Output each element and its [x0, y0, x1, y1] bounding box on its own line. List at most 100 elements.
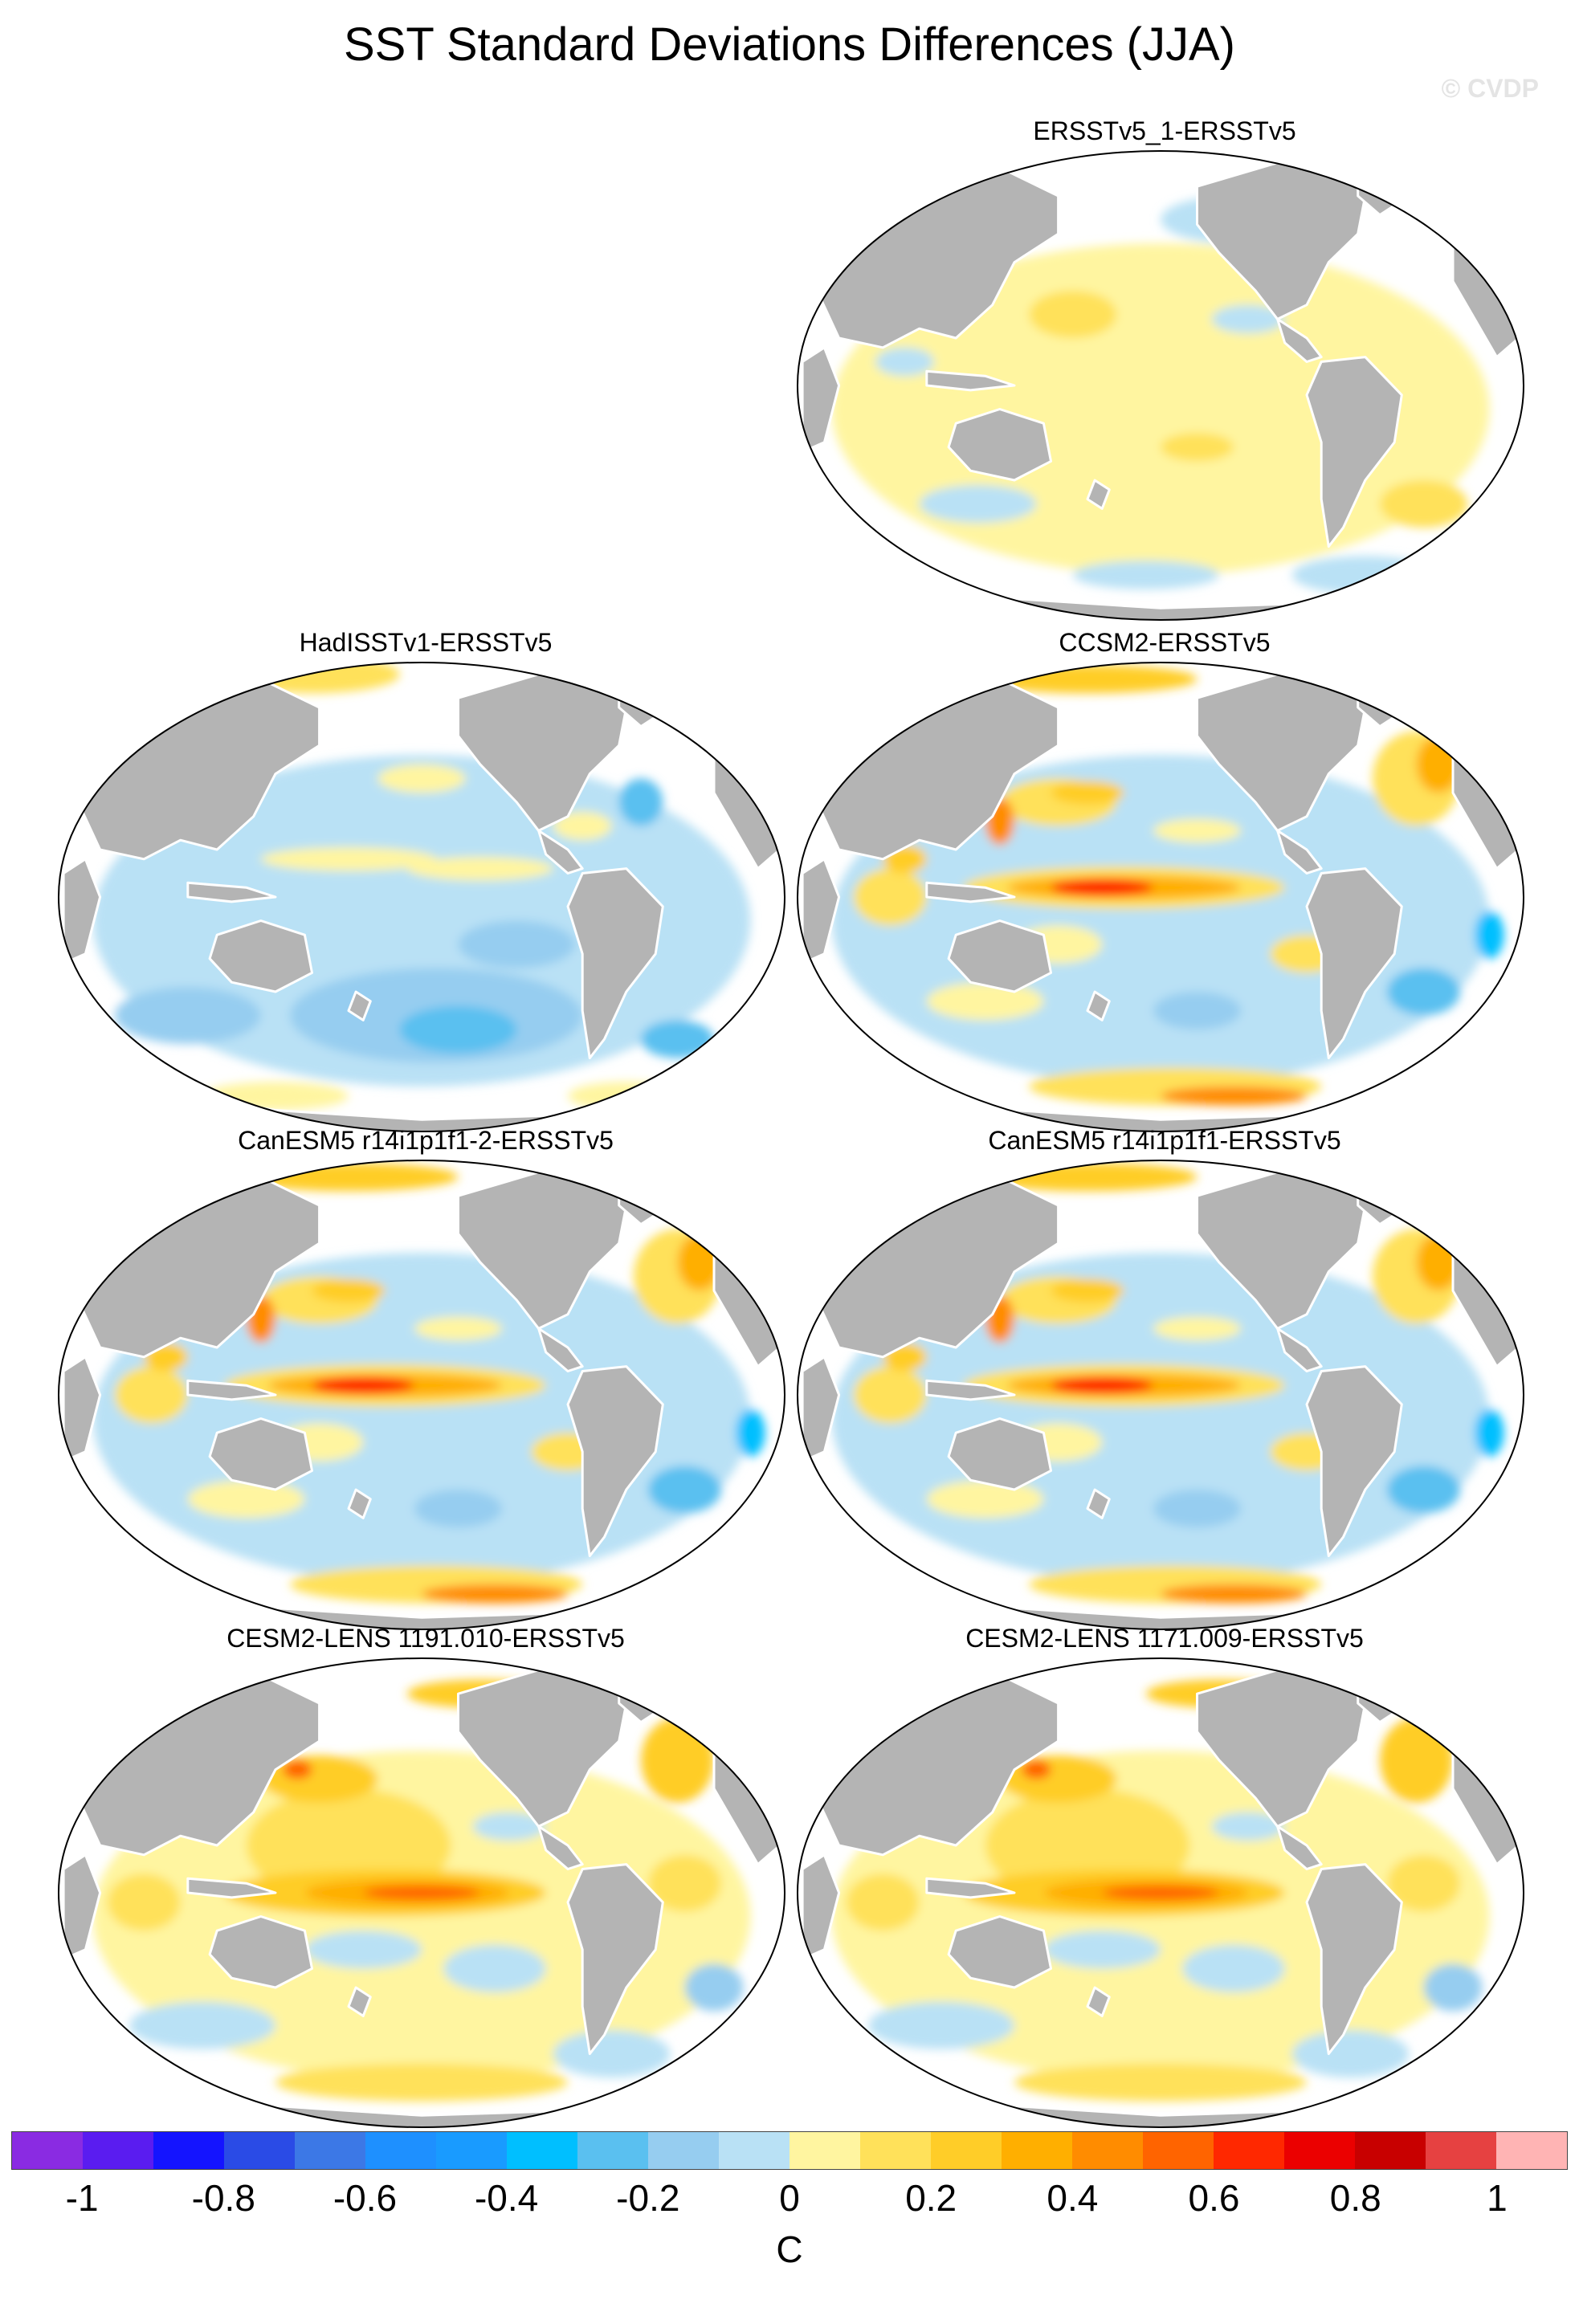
sst-anomaly-region: [1161, 1087, 1307, 1106]
continent-shape: [712, 1204, 781, 1368]
sst-anomaly-region: [1211, 1812, 1285, 1841]
sst-anomaly-region: [304, 1931, 422, 1969]
continent-shape: [1276, 829, 1323, 875]
continent-shape: [1305, 356, 1403, 548]
continent-shape: [712, 1702, 781, 1866]
sst-anomaly-region: [114, 1366, 188, 1424]
colorbar-tick-label: 0.4: [1047, 2177, 1099, 2219]
map-border: [58, 1160, 785, 1630]
continent-shape: [947, 1915, 1052, 1989]
continent-shape: [1305, 1863, 1403, 2056]
colorbar-swatch: [648, 2132, 719, 2169]
map-border: [58, 1657, 785, 2128]
continent-shape: [537, 1327, 584, 1372]
continent-shape: [618, 1166, 671, 1226]
sst-anomaly-region: [443, 1944, 546, 1992]
colorbar-swatch: [153, 2132, 224, 2169]
colorbar-swatch: [507, 2132, 577, 2169]
sst-anomaly-region: [1161, 1584, 1307, 1604]
map-border: [797, 1160, 1524, 1630]
sst-anomaly-region: [1423, 1963, 1483, 2012]
colorbar-tick-label: -0.6: [333, 2177, 398, 2219]
continent-shape: [947, 1417, 1052, 1491]
sst-anomaly-region: [641, 1020, 714, 1058]
continent-shape: [186, 1877, 277, 1899]
sst-anomaly-region: [926, 982, 1044, 1021]
colorbar-swatch: [1426, 2132, 1496, 2169]
continent-shape: [208, 919, 313, 993]
sst-anomaly-region: [377, 764, 466, 793]
panel-title: HadISSTv1-ERSSTv5: [299, 628, 553, 657]
sst-anomaly-region: [187, 1480, 305, 1519]
continent-shape: [1451, 1204, 1520, 1368]
world-map: [797, 1657, 1524, 2128]
sst-anomaly-region: [1153, 818, 1242, 843]
map-panel: ERSSTv5_1-ERSSTv5: [795, 116, 1534, 630]
colorbar-tick-label: -0.8: [191, 2177, 255, 2219]
colorbar-tick-label: 0.2: [905, 2177, 957, 2219]
colorbar-tick-label: -1: [65, 2177, 99, 2219]
continent-shape: [947, 408, 1052, 482]
map-border: [797, 662, 1524, 1132]
colorbar-tick-label: 0: [779, 2177, 800, 2219]
sst-anomaly-region: [312, 1376, 414, 1394]
continent-shape: [1086, 1986, 1111, 2017]
sst-anomaly-region: [422, 1584, 568, 1604]
continent-shape: [62, 858, 102, 965]
colorbar-swatch: [365, 2132, 436, 2169]
sst-anomaly-region: [414, 1316, 503, 1341]
continent-shape: [566, 867, 664, 1060]
continent-shape: [712, 706, 781, 870]
sst-anomaly-region: [1072, 561, 1219, 589]
colorbar-tick-label: 1: [1487, 2177, 1508, 2219]
colorbar-swatch: [719, 2132, 790, 2169]
continent-shape: [1305, 1365, 1403, 1558]
sst-anomaly-region: [736, 1409, 765, 1457]
colorbar-swatch: [790, 2132, 860, 2169]
sst-anomaly-region: [1051, 1278, 1124, 1303]
sst-anomaly-region: [1051, 879, 1153, 896]
panel-title: CESM2-LENS 1191.010-ERSSTv5: [226, 1624, 625, 1653]
sst-anomaly-region: [1387, 1466, 1461, 1514]
continent-shape: [186, 881, 277, 903]
sst-anomaly-region: [1211, 304, 1285, 334]
colorbar-swatch: [1355, 2132, 1426, 2169]
panel-title: CCSM2-ERSSTv5: [1059, 628, 1271, 657]
world-map: [58, 1657, 785, 2128]
world-map: [58, 1160, 785, 1630]
panel-title: CanESM5 r14i1p1f1-ERSSTv5: [988, 1126, 1341, 1155]
colorbar-swatch: [1143, 2132, 1214, 2169]
colorbar-swatch: [1214, 2132, 1284, 2169]
continent-shape: [347, 990, 372, 1021]
continent-shape: [618, 668, 671, 728]
world-map: [797, 662, 1524, 1132]
continent-shape: [62, 1356, 102, 1463]
sst-anomaly-region: [406, 856, 553, 881]
colorbar: [11, 2131, 1568, 2170]
continent-shape: [186, 1379, 277, 1401]
sst-anomaly-region: [1051, 781, 1124, 805]
map-panel: CanESM5 r14i1p1f1-ERSSTv5: [795, 1126, 1534, 1640]
sst-anomaly-region: [283, 1759, 312, 1780]
colorbar-swatch: [1284, 2132, 1355, 2169]
sst-anomaly-region: [868, 2001, 1014, 2049]
colorbar-unit-label: C: [776, 2228, 803, 2270]
sst-anomaly-region: [1153, 1490, 1242, 1528]
sst-anomaly-region: [114, 987, 261, 1044]
sst-anomaly-region: [641, 1717, 714, 1803]
continent-shape: [62, 1853, 102, 1961]
colorbar-swatch: [224, 2132, 295, 2169]
sst-anomaly-region: [1102, 1886, 1219, 1900]
continent-shape: [566, 1365, 664, 1558]
sst-anomaly-region: [129, 2001, 275, 2049]
continent-shape: [925, 1877, 1016, 1899]
continent-shape: [618, 1664, 671, 1724]
continent-shape: [347, 1986, 372, 2017]
continent-shape: [801, 346, 841, 454]
colorbar-swatch: [295, 2132, 365, 2169]
colorbar-swatch: [577, 2132, 648, 2169]
continent-shape: [1276, 317, 1323, 363]
sst-anomaly-region: [1014, 2063, 1307, 2102]
map-panel: HadISSTv1-ERSSTv5: [56, 628, 795, 1142]
colorbar-swatch: [83, 2132, 153, 2169]
